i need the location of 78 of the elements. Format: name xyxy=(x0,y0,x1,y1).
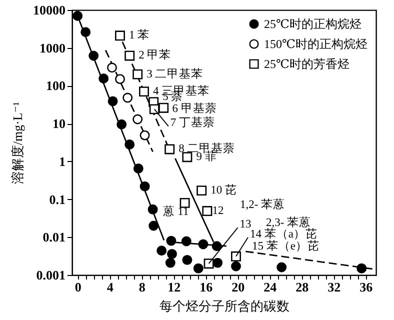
x-tick-label: 20 xyxy=(232,280,245,294)
y-tick-label: 0.001 xyxy=(36,268,66,282)
point xyxy=(180,198,190,208)
annotation: 13 xyxy=(240,218,252,231)
point xyxy=(156,246,167,256)
point xyxy=(148,220,159,231)
point xyxy=(98,74,109,84)
point xyxy=(212,258,223,268)
x-tick-label: 32 xyxy=(328,280,341,294)
annotation: 15 苯（e）芘 xyxy=(252,239,320,252)
point xyxy=(140,130,150,140)
annotation: 3 二甲基苯 xyxy=(146,67,204,80)
point xyxy=(124,50,135,61)
y-tick-label: 10000 xyxy=(33,2,66,18)
x-tick-label: 36 xyxy=(360,280,374,294)
legend-label: 25℃时的正构烷烃 xyxy=(264,17,362,31)
x-axis-title: 每个烃分子所含的碳数 xyxy=(160,298,290,314)
point xyxy=(276,262,287,272)
annotation: 1 苯 xyxy=(129,28,150,42)
point xyxy=(167,248,177,259)
point xyxy=(182,152,192,162)
point xyxy=(122,92,133,103)
point xyxy=(132,69,143,80)
point xyxy=(158,102,169,113)
x-tick-label: 28 xyxy=(296,280,310,294)
point xyxy=(149,104,160,114)
annotation: 10 芘 xyxy=(210,184,237,197)
point xyxy=(198,239,208,250)
point xyxy=(231,251,241,262)
point xyxy=(139,86,149,97)
annotation: 14 苯（a）芘 xyxy=(250,227,318,240)
point xyxy=(165,258,176,268)
x-tick-label: 24 xyxy=(264,280,278,294)
point xyxy=(124,140,135,150)
annotation: 7 丁基萘 xyxy=(170,116,216,130)
point xyxy=(80,27,91,38)
point xyxy=(356,263,367,274)
y-axis-title: 溶解度/mg·L⁻¹ xyxy=(10,102,25,184)
point xyxy=(164,144,175,154)
point xyxy=(202,206,212,216)
point xyxy=(231,261,241,272)
point xyxy=(193,263,204,274)
annotation: 1,2- 苯蒽 xyxy=(240,198,286,211)
y-tick-label: 1 xyxy=(59,154,66,169)
point xyxy=(107,62,117,73)
point xyxy=(140,181,150,192)
annotation: 6 甲基萘 xyxy=(172,102,217,116)
x-tick-label: 16 xyxy=(200,280,214,294)
point xyxy=(115,30,125,41)
point xyxy=(133,164,144,174)
point xyxy=(148,204,158,214)
point xyxy=(132,114,143,124)
y-tick-label: 10 xyxy=(52,116,66,132)
y-tick-label: 0.01 xyxy=(42,230,66,245)
point xyxy=(116,119,127,130)
y-tick-label: 0.1 xyxy=(49,192,66,207)
point xyxy=(166,236,176,246)
x-tick-label: 0 xyxy=(74,280,82,294)
annotation: 12 xyxy=(212,205,224,218)
point xyxy=(181,236,192,246)
point xyxy=(108,96,118,106)
y-tick-label: 100 xyxy=(46,78,66,94)
annotation: 蒽 11 xyxy=(162,204,189,218)
annotation: 2,3- 苯蒽 xyxy=(266,216,312,229)
y-tick-label: 1000 xyxy=(40,40,66,56)
point xyxy=(196,186,207,196)
point xyxy=(72,10,83,21)
point xyxy=(182,254,192,265)
point xyxy=(115,74,125,84)
point xyxy=(88,50,99,61)
point xyxy=(204,258,214,269)
x-tick-label: 8 xyxy=(138,280,146,294)
x-tick-label: 4 xyxy=(106,280,114,294)
x-tick-label: 12 xyxy=(168,280,181,294)
legend-label: 150℃时的正构烷烃 xyxy=(264,37,368,51)
point xyxy=(212,241,222,252)
legend-label: 25℃时的芳香烃 xyxy=(264,57,350,71)
annotation: 2 甲苯 xyxy=(138,48,172,62)
